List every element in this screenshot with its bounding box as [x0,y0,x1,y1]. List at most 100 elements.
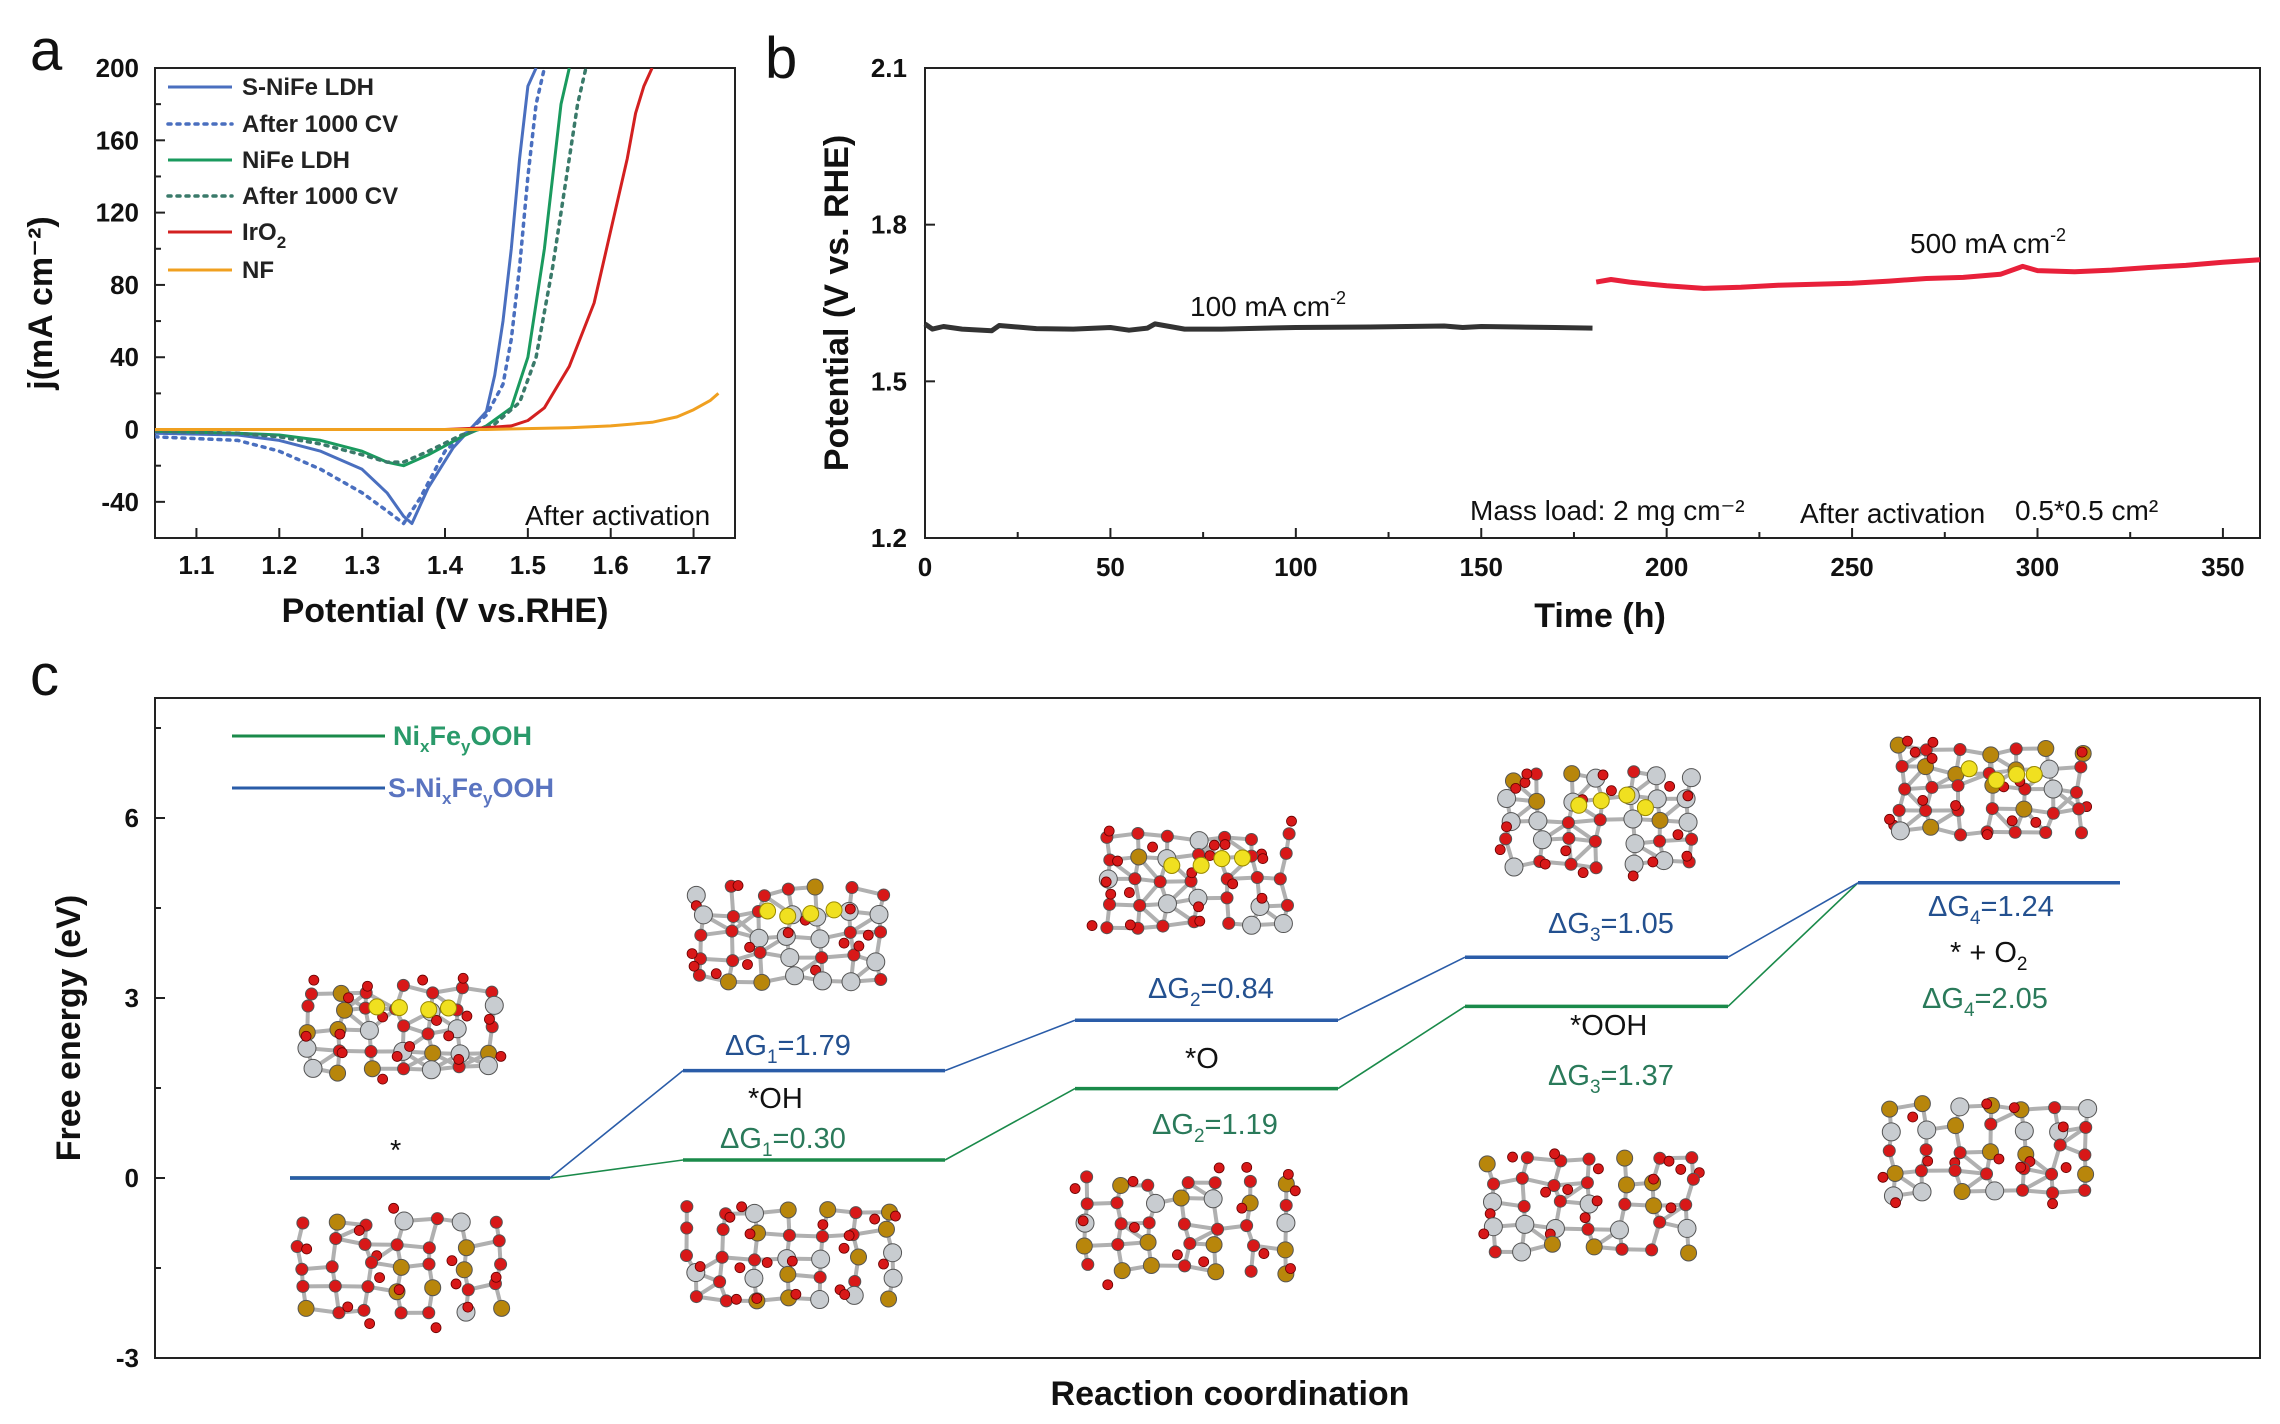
legend-label-iro2: IrO2 [242,219,286,252]
atom [1482,1192,1502,1212]
energy-connector-0-1 [944,1087,1076,1161]
atom [1282,1168,1294,1180]
dg4-n-sub: 4 [1964,1000,1975,1021]
atom [1207,1263,1225,1281]
a-xtick-label: 1.4 [427,550,464,580]
atom [1069,1183,1081,1194]
atom-sulfur [2008,766,2026,784]
atom [494,1257,508,1271]
atom [364,1045,378,1059]
atom [2079,1120,2093,1134]
atom [1597,769,1609,781]
dg2-n-main: ΔG [1152,1109,1194,1141]
atom [1219,839,1231,850]
dg4-n-val: =2.05 [1975,983,2048,1015]
atom [1890,1197,1901,1209]
atom [1984,1117,1998,1131]
legend-label-nf: NF [242,257,274,284]
atom [353,1225,365,1236]
atom [1954,828,1968,842]
atom [295,1262,309,1276]
dg3-n-sub: 3 [1590,1077,1601,1098]
energy-connector-1-3 [1727,882,1859,958]
leg-ooh: OOH [470,721,532,751]
atom [1276,1213,1296,1233]
atom [748,1253,762,1267]
atom [779,1201,797,1219]
atom [1580,1176,1594,1190]
atom [1985,802,1999,816]
atom [1919,743,1933,757]
atom [377,1073,389,1085]
series-a-3 [155,68,588,464]
atom [1100,921,1114,935]
atomic-structure [1494,765,1701,882]
atom [751,1293,763,1304]
atom [392,1258,410,1276]
atom [357,1303,371,1317]
atom [883,1243,903,1263]
label-electrode-area: 0.5*0.5 cm² [2015,495,2158,526]
atomic-structure [1069,1161,1301,1291]
atom [1507,1151,1518,1163]
atomic-structure [290,1202,511,1334]
atom [462,1301,474,1313]
atom [786,1255,798,1267]
atom [1276,1241,1294,1259]
atom [1080,1170,1094,1184]
atom [2014,1121,2034,1141]
atom [1685,832,1699,846]
atom [342,1301,354,1313]
atom [1285,1263,1296,1274]
atom [686,948,698,959]
atom [329,1231,343,1245]
atom [343,992,354,1004]
atom [2039,759,2059,779]
panel-c-ylabel: Free energy (eV) [50,895,88,1161]
panel-b-frame [924,67,2261,539]
a-ytick-label: 40 [110,342,139,372]
dg1-n-val: =0.30 [773,1123,846,1155]
atom [757,889,771,903]
atom-sulfur [825,901,843,919]
atom [1981,1143,1999,1161]
atom [1615,1242,1629,1256]
atom [1520,1151,1534,1165]
atom [725,924,739,938]
atom [1582,1152,1596,1166]
dg3-s-sub: 3 [1590,925,1601,946]
c-ytick-label: -3 [116,1343,139,1373]
atom [781,882,795,896]
atom [736,1201,748,1213]
leg-x: x [420,737,430,756]
atom [2060,1162,2072,1173]
dg1-n-label: ΔG1=0.30 [720,1123,846,1161]
atom [421,1027,435,1041]
b-xtick-label: 100 [1274,552,1317,582]
atom [1279,1198,1293,1212]
atom [1922,818,1940,836]
atom [2037,739,2055,757]
atom [457,972,469,984]
atom [358,1237,372,1251]
panel-a-frame [154,67,736,539]
atom [2047,1198,2058,1210]
atom [457,1239,475,1257]
atom [1985,1181,2005,1201]
atom [680,1200,694,1214]
atom [1625,834,1645,854]
atom [1222,916,1236,930]
atom [332,1306,346,1320]
atom [1627,870,1639,882]
atom [790,1288,802,1300]
atom [734,1262,746,1274]
a-ytick-label: 160 [96,125,139,155]
atom-sulfur [802,905,820,923]
atom [2076,746,2088,758]
atom [2077,1165,2095,1183]
atom [417,974,429,986]
leg-s-y: y [483,789,493,808]
atom [753,973,771,991]
atom [841,972,861,992]
